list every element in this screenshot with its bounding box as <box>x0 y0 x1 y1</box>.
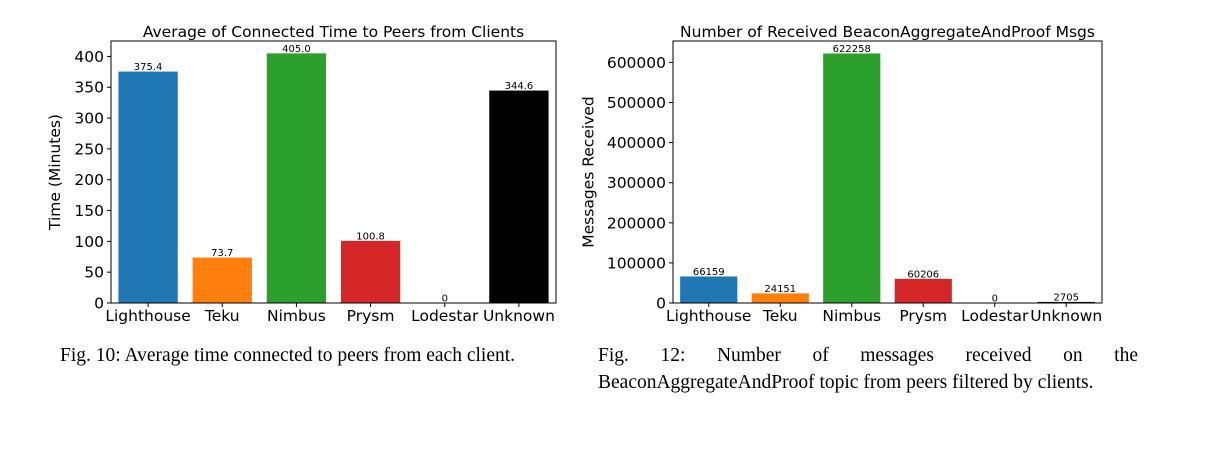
x-tick-label: Lodestar <box>411 307 479 325</box>
x-tick-label: Nimbus <box>267 307 326 325</box>
x-tick-label: Unknown <box>483 307 555 325</box>
y-axis-label: Time (Minutes) <box>46 114 64 231</box>
figure-10-caption: Fig. 10: Average time connected to peers… <box>60 345 516 366</box>
y-tick-label: 0 <box>94 295 104 313</box>
data-label: 73.7 <box>211 248 233 259</box>
x-tick-label: Teku <box>762 307 798 325</box>
bar-unknown <box>489 90 549 303</box>
figure-12-caption: Fig. 12: Number of messages received on … <box>598 345 1138 393</box>
connected-time-chart: Average of Connected Time to Peers from … <box>46 23 557 325</box>
y-tick-label: 200000 <box>607 214 666 232</box>
y-tick-label: 100000 <box>607 254 666 272</box>
x-tick-label: Lighthouse <box>666 307 751 325</box>
bar-nimbus <box>266 53 327 304</box>
x-tick-label: Lodestar <box>961 307 1029 325</box>
x-tick-label: Teku <box>204 307 240 325</box>
chart-title: Average of Connected Time to Peers from … <box>143 23 524 41</box>
data-label: 60206 <box>907 269 939 280</box>
y-tick-label: 500000 <box>607 94 666 112</box>
y-tick-label: 150 <box>74 202 104 220</box>
bar-lighthouse <box>118 71 178 304</box>
data-label: 622258 <box>833 44 871 55</box>
plot-frame <box>110 40 557 304</box>
bar-lighthouse <box>680 276 738 303</box>
data-label: 0 <box>992 294 998 305</box>
bar-prysm <box>340 240 401 303</box>
plot-frame <box>672 40 1103 304</box>
y-tick-label: 300000 <box>607 174 666 192</box>
y-tick-label: 350 <box>74 79 104 97</box>
data-label: 405.0 <box>282 44 311 55</box>
y-tick-label: 400000 <box>607 134 666 152</box>
x-tick-label: Nimbus <box>822 307 881 325</box>
x-tick-label: Unknown <box>1030 307 1102 325</box>
chart-title: Number of Received BeaconAggregateAndPro… <box>680 23 1095 41</box>
data-label: 66159 <box>693 267 725 278</box>
y-tick-label: 0 <box>656 295 666 313</box>
y-tick-label: 100 <box>74 233 104 251</box>
y-tick-label: 400 <box>74 48 104 66</box>
x-tick-label: Lighthouse <box>105 307 190 325</box>
data-label: 375.4 <box>134 62 163 73</box>
y-tick-label: 200 <box>74 171 104 189</box>
data-label: 2705 <box>1054 292 1079 303</box>
data-label: 24151 <box>764 284 796 295</box>
y-axis-label: Messages Received <box>579 96 597 247</box>
bar-nimbus <box>823 53 881 303</box>
bar-unknown <box>1037 301 1095 303</box>
bar-teku <box>751 293 809 303</box>
y-tick-label: 250 <box>74 140 104 158</box>
y-tick-label: 300 <box>74 110 104 128</box>
data-label: 100.8 <box>356 231 385 242</box>
bar-teku <box>192 257 252 303</box>
data-label: 344.6 <box>505 81 534 92</box>
x-tick-label: Prysm <box>899 307 947 325</box>
beacon-msgs-chart: Number of Received BeaconAggregateAndPro… <box>579 23 1103 325</box>
y-tick-label: 600000 <box>607 54 666 72</box>
y-tick-label: 50 <box>84 264 104 282</box>
x-tick-label: Prysm <box>347 307 395 325</box>
data-label: 0 <box>442 294 448 305</box>
bar-prysm <box>894 278 952 303</box>
